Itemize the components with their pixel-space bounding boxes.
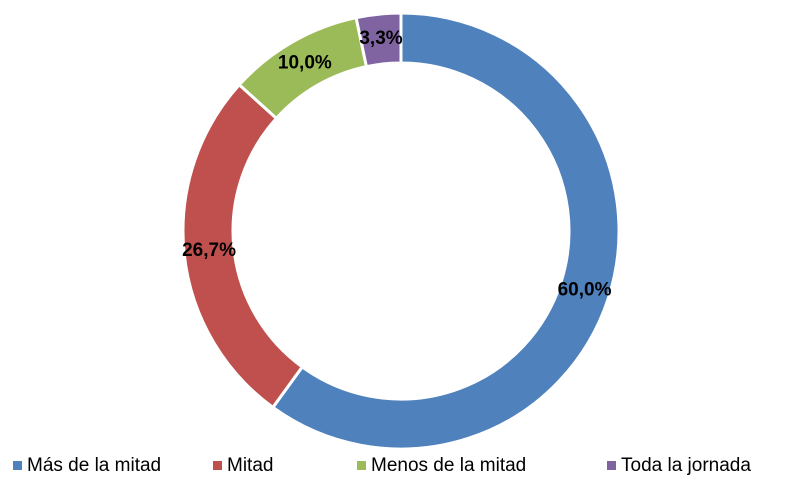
data-label: 26,7% <box>182 240 236 261</box>
slice <box>354 11 403 69</box>
legend-swatch <box>13 461 22 470</box>
data-label: 3,3% <box>359 28 402 49</box>
legend-label: Toda la jornada <box>621 455 751 476</box>
legend-label: Menos de la mitad <box>371 455 526 476</box>
legend-swatch <box>357 461 366 470</box>
legend-swatch <box>213 461 222 470</box>
slice <box>270 11 621 451</box>
legend-swatch <box>607 461 616 470</box>
legend-label: Más de la mitad <box>27 455 161 476</box>
data-label: 60,0% <box>558 280 612 301</box>
legend-label: Mitad <box>227 455 273 476</box>
data-label: 10,0% <box>278 53 332 74</box>
